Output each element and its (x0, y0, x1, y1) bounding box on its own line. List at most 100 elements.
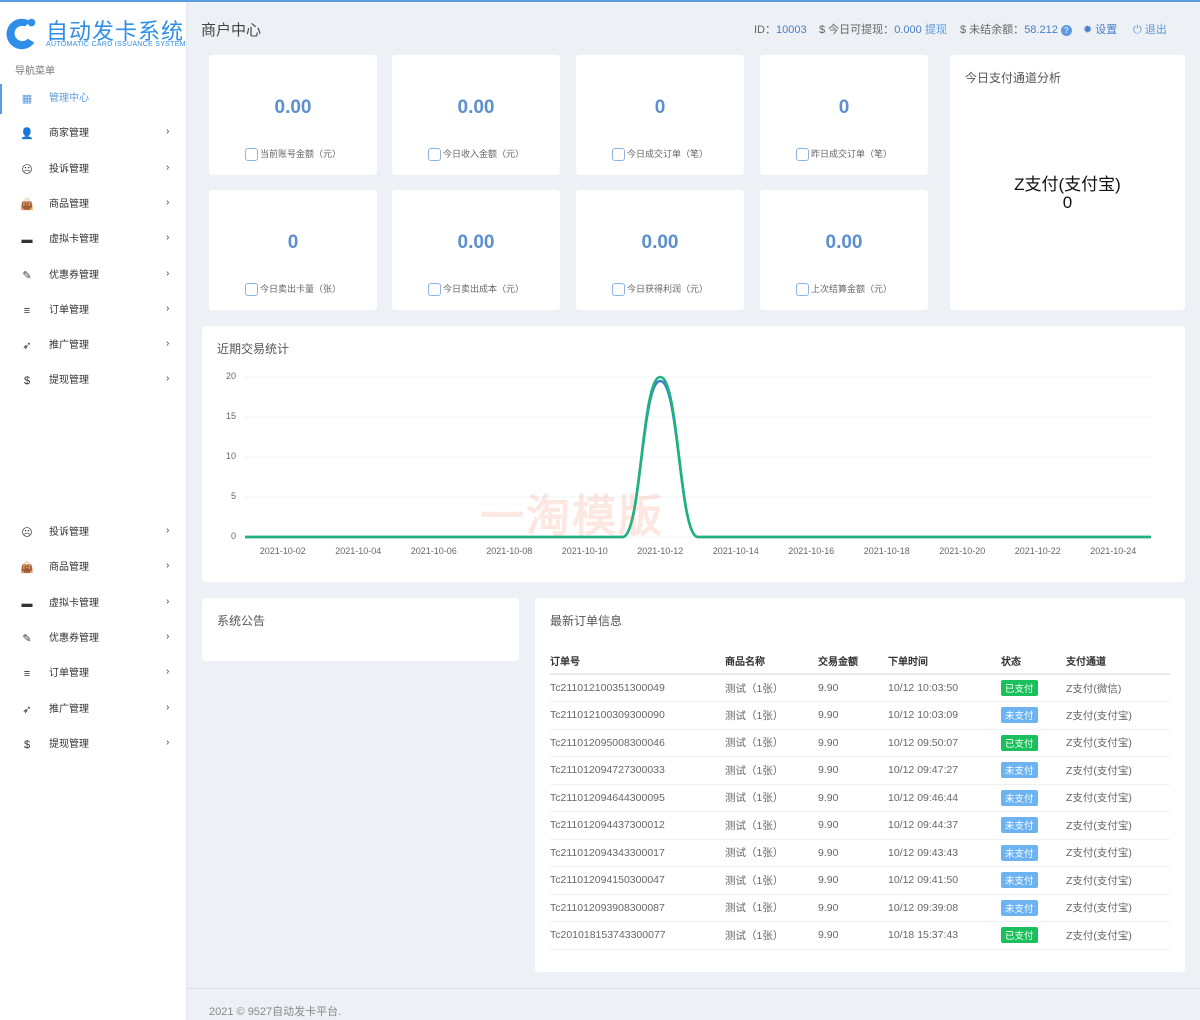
cell-id: Tc211012094644300095 (550, 784, 725, 812)
stat-card: 0.00 当前账号金额（元） (209, 55, 377, 175)
cell-amount: 9.90 (818, 921, 888, 950)
cell-channel: Z支付(支付宝) (1066, 756, 1170, 785)
stat-card: 0 今日卖出卡量（张） (209, 190, 377, 310)
dollar-icon: $ (23, 375, 31, 388)
settings-button[interactable]: ✹ 设置 (1083, 24, 1118, 36)
sidebar-item[interactable]: 👤 商家管理 › (0, 117, 186, 151)
table-row[interactable]: Tc211012093908300087 测试（1张） 9.90 10/12 09:3… (550, 894, 1170, 922)
cell-time: 10/12 09:39:08 (888, 894, 1001, 922)
sidebar-item[interactable]: 👜 商品管理 › (0, 188, 186, 222)
stat-label: 今日获得利润（元） (626, 284, 708, 294)
cell-product: 测试（1张） (725, 839, 818, 867)
sidebar-item[interactable]: ▬ 虚拟卡管理 › (0, 587, 186, 621)
table-row[interactable]: Tc211012100309300090 测试（1张） 9.90 10/12 10:0… (550, 701, 1170, 730)
sidebar-item[interactable]: ▦ 管理中心 (0, 82, 186, 116)
orders-card: 最新订单信息 订单号 商品名称 交易金额 下单时间 状态 支付通道 Tc211012100… (535, 598, 1185, 972)
app-name: 自动发卡系统 (46, 19, 185, 44)
cell-channel: Z支付(微信) (1066, 674, 1170, 702)
sidebar-item[interactable]: ▬ 虚拟卡管理 › (0, 223, 186, 257)
x-tick-label: 2021-10-22 (1014, 546, 1061, 556)
sidebar-item[interactable]: ➶ 推广管理 › (0, 329, 186, 363)
x-tick-label: 2021-10-12 (637, 546, 684, 556)
x-tick-label: 2021-10-24 (1090, 546, 1137, 556)
sidebar-item[interactable]: ≡ 订单管理 › (0, 657, 186, 691)
paper-plane-icon: ➶ (22, 340, 32, 353)
sidebar-item[interactable]: ✎ 优惠券管理 › (0, 622, 186, 656)
table-row[interactable]: Tc211012094437300012 测试（1张） 9.90 10/12 09:4… (550, 811, 1170, 840)
shopping-bag-icon: 👜 (20, 562, 34, 575)
cell-status: 未支付 (1001, 701, 1066, 730)
table-row[interactable]: Tc211012094727300033 测试（1张） 9.90 10/12 09:4… (550, 756, 1170, 785)
dashboard-icon: ▦ (21, 93, 33, 105)
cell-amount: 9.90 (818, 811, 888, 840)
stat-icon (427, 148, 441, 162)
sidebar-item[interactable]: ☹ 投诉管理 › (0, 153, 186, 187)
help-icon[interactable]: ? (1060, 25, 1072, 36)
stat-value: 0.00 (274, 97, 312, 118)
stat-icon (795, 148, 809, 162)
sidebar-item-label: 投诉管理 (49, 527, 89, 538)
cell-status: 未支付 (1001, 811, 1066, 840)
credit-card-icon: ▬ (21, 597, 33, 610)
orders-table: 订单号 商品名称 交易金额 下单时间 状态 支付通道 Tc2110121003513000… (550, 648, 1170, 950)
cell-channel: Z支付(支付宝) (1066, 839, 1170, 867)
sidebar-item[interactable]: $ 提现管理 › (0, 728, 186, 762)
table-row[interactable]: Tc211012095008300046 测试（1张） 9.90 10/12 09:5… (550, 729, 1170, 757)
cell-id: Tc201018153743300077 (550, 921, 725, 950)
sidebar-item[interactable]: ☹ 投诉管理 › (0, 516, 186, 550)
gear-icon: ✹ (1083, 24, 1093, 36)
cell-id: Tc211012100309300090 (550, 701, 725, 730)
sidebar-item[interactable]: 👜 商品管理 › (0, 551, 186, 585)
table-row[interactable]: Tc211012094343300017 测试（1张） 9.90 10/12 09:4… (550, 839, 1170, 867)
x-tick-label: 2021-10-04 (335, 546, 382, 556)
sidebar-item-label: 提现管理 (49, 375, 89, 387)
table-row[interactable]: Tc211012094150300047 测试（1张） 9.90 10/12 09:4… (550, 866, 1170, 895)
stat-label: 今日收入金额（元） (442, 149, 524, 159)
y-tick-label: 20 (225, 371, 236, 381)
sidebar-item-label: 虚拟卡管理 (49, 234, 99, 246)
cell-amount: 9.90 (818, 756, 888, 785)
ticket-icon: ✎ (22, 632, 32, 645)
withdraw-link[interactable]: 提现 (925, 24, 947, 36)
cell-product: 测试（1张） (725, 729, 818, 757)
logout-button[interactable]: ⏻ 退出 (1133, 24, 1167, 36)
ticket-icon: ✎ (22, 269, 32, 282)
stat-value: 0.00 (641, 232, 679, 253)
user-icon: 👤 (20, 128, 34, 141)
status-badge: 未支付 (1001, 789, 1038, 806)
cell-channel: Z支付(支付宝) (1066, 921, 1170, 950)
line-chart (244, 375, 1151, 539)
cell-id: Tc211012094150300047 (550, 866, 725, 895)
cell-time: 10/12 09:41:50 (888, 866, 1001, 895)
sidebar-item[interactable]: ✎ 优惠券管理 › (0, 259, 186, 293)
cell-time: 10/12 10:03:09 (888, 701, 1001, 730)
stat-card: 0 昨日成交订单（笔） (760, 55, 928, 175)
stat-label: 当前账号金额（元） (259, 149, 341, 159)
stat-label-wrap: 今日卖出卡量（张） (209, 282, 377, 297)
table-row[interactable]: Tc201018153743300077 测试（1张） 9.90 10/18 15:3… (550, 921, 1170, 950)
cell-status: 已支付 (1001, 729, 1066, 757)
sidebar-item[interactable]: $ 提现管理 › (0, 364, 186, 398)
column-header: 交易金额 (818, 648, 888, 675)
notice-title: 系统公告 (217, 614, 266, 628)
stat-card: 0 今日成交订单（笔） (576, 55, 744, 175)
cell-status: 未支付 (1001, 894, 1066, 922)
chevron-right-icon: › (166, 161, 170, 173)
table-row[interactable]: Tc211012094644300095 测试（1张） 9.90 10/12 09:4… (550, 784, 1170, 812)
cell-time: 10/12 09:43:43 (888, 839, 1001, 867)
cell-channel: Z支付(支付宝) (1066, 811, 1170, 840)
column-header: 下单时间 (888, 648, 1001, 675)
dollar-icon: $ (23, 738, 31, 751)
cell-amount: 9.90 (818, 866, 888, 895)
status-badge: 未支付 (1001, 762, 1038, 779)
logo[interactable]: 自动发卡系统 AUTOMATIC CARD ISSUANCE SYSTEM (2, 12, 187, 54)
sidebar-item[interactable]: ➶ 推广管理 › (0, 693, 186, 727)
cell-status: 未支付 (1001, 784, 1066, 812)
chevron-right-icon: › (166, 196, 170, 208)
frown-icon: ☹ (21, 163, 33, 176)
column-header: 状态 (1001, 648, 1066, 675)
sidebar-item[interactable]: ≡ 订单管理 › (0, 294, 186, 328)
y-tick-label: 0 (230, 531, 236, 541)
table-row[interactable]: Tc211012100351300049 测试（1张） 9.90 10/12 10:0… (550, 674, 1170, 702)
stat-icon (427, 283, 441, 297)
